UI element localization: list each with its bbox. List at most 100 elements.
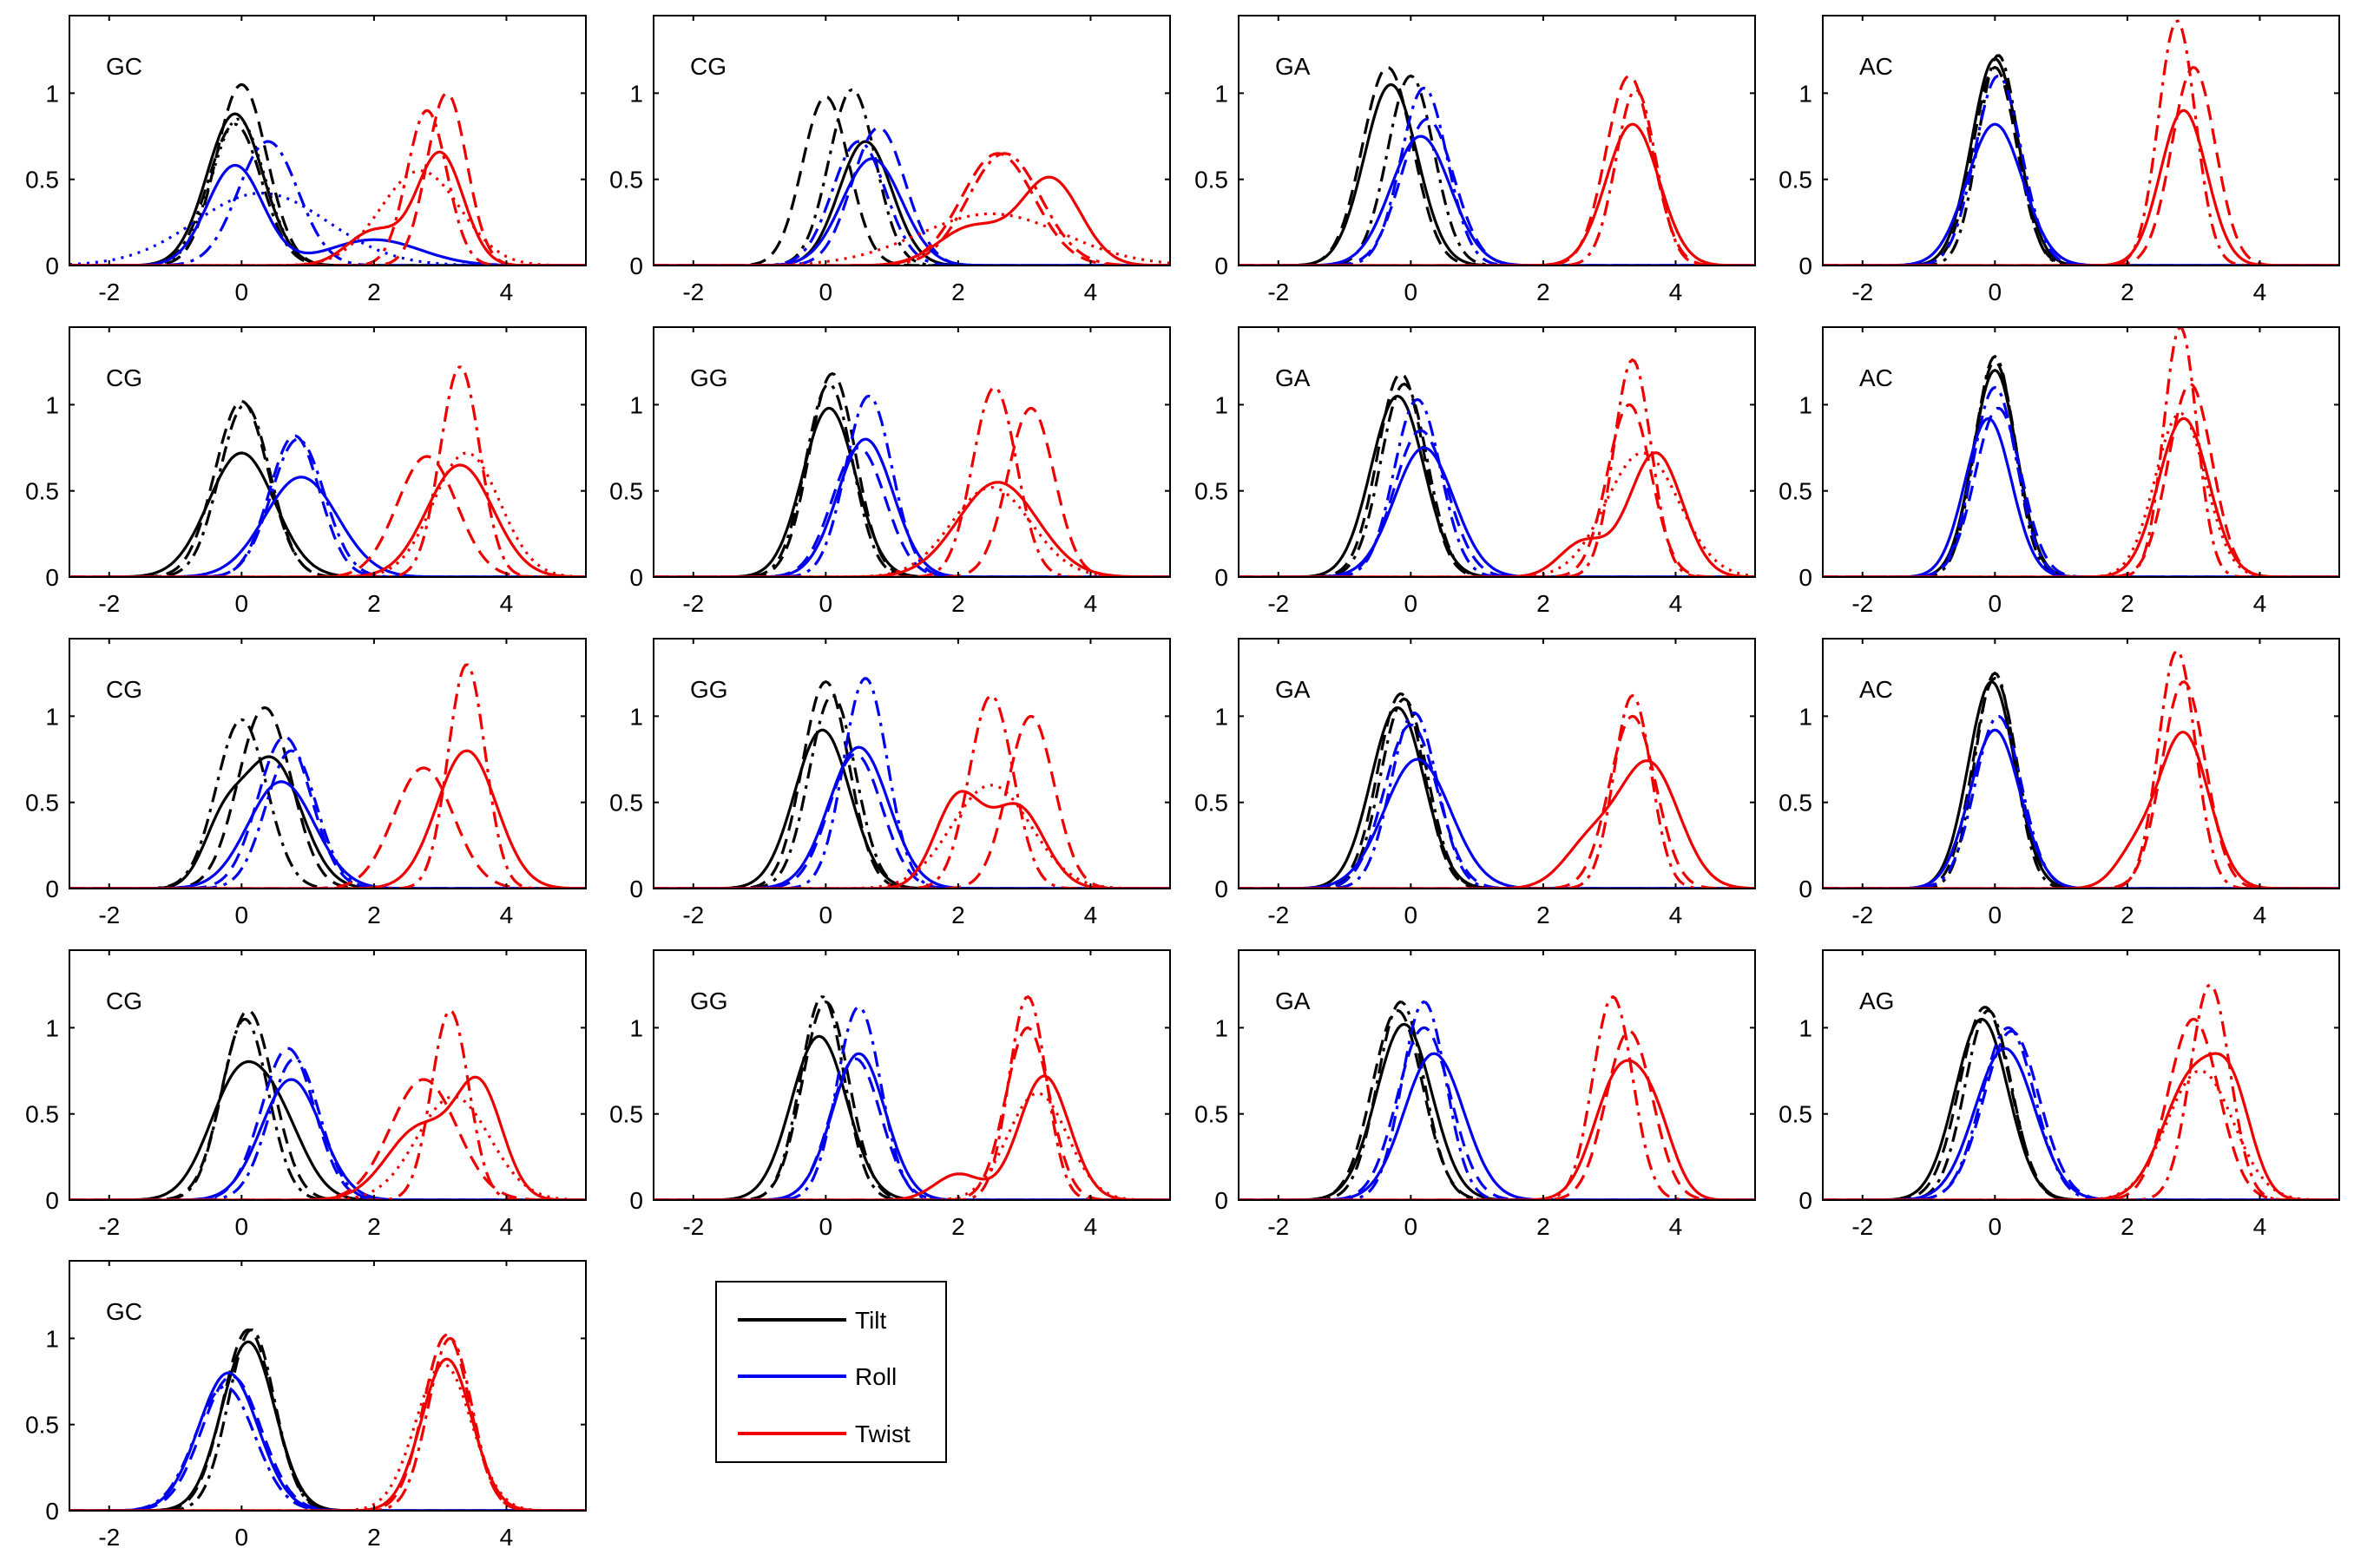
x-tick-label: -2 bbox=[98, 1213, 120, 1240]
x-tick-label: 2 bbox=[367, 279, 381, 305]
curve-roll-dashdot bbox=[654, 1006, 1170, 1200]
y-tick-label: 1 bbox=[45, 80, 59, 107]
y-tick-label: 1 bbox=[629, 703, 643, 730]
curve-tilt-dashed bbox=[1239, 65, 1755, 266]
x-tick-label: 0 bbox=[819, 279, 833, 305]
subplot-title: AC bbox=[1859, 364, 1893, 391]
curve-roll-dashdot bbox=[654, 677, 1170, 889]
subplot-11: -2 0 2 4 0 0.5 1 GA bbox=[1194, 638, 1756, 928]
y-tick-label: 0.5 bbox=[1194, 478, 1228, 505]
curve-twist-dashed bbox=[69, 1078, 586, 1200]
curve-twist-dashed bbox=[1239, 714, 1755, 889]
y-tick-label: 0 bbox=[1214, 1187, 1228, 1214]
x-tick-label: 0 bbox=[1404, 590, 1418, 617]
x-tick-label: 0 bbox=[1989, 590, 2002, 617]
x-tick-label: 2 bbox=[1536, 1213, 1550, 1240]
y-tick-label: 0.5 bbox=[609, 790, 643, 817]
curve-twist-dashdot bbox=[1239, 88, 1755, 266]
x-tick-label: 4 bbox=[1084, 590, 1098, 617]
axes-frame bbox=[1238, 638, 1756, 889]
curve-twist-solid bbox=[654, 790, 1170, 889]
curve-twist-solid bbox=[654, 175, 1170, 266]
x-tick-label: -2 bbox=[1267, 279, 1289, 305]
curve-twist-dashdot bbox=[654, 152, 1170, 266]
y-tick-label: 0.5 bbox=[609, 167, 643, 194]
y-tick-label: 0.5 bbox=[1194, 1101, 1228, 1128]
curve-roll-dashdot bbox=[654, 140, 1170, 266]
x-tick-label: 0 bbox=[819, 1213, 833, 1240]
axes-frame bbox=[69, 1260, 587, 1512]
y-tick-label: 0 bbox=[1214, 564, 1228, 591]
curve-twist-dashed bbox=[1823, 680, 2339, 889]
legend-label-roll: Roll bbox=[855, 1363, 897, 1390]
axes-frame bbox=[653, 326, 1171, 578]
axes-frame bbox=[1238, 15, 1756, 266]
y-tick-label: 0 bbox=[1214, 253, 1228, 279]
y-tick-label: 0.5 bbox=[1194, 790, 1228, 817]
x-tick-label: 4 bbox=[500, 1524, 514, 1551]
subplot-title: GC bbox=[106, 1298, 142, 1325]
curve-tilt-solid bbox=[654, 140, 1170, 266]
curve-twist-solid bbox=[654, 1074, 1170, 1200]
subplot-title: GA bbox=[1275, 364, 1311, 391]
subplot-title: GG bbox=[690, 676, 728, 703]
x-tick-label: 2 bbox=[367, 1213, 381, 1240]
x-tick-label: 2 bbox=[1536, 902, 1550, 928]
subplot-7: -2 0 2 4 0 0.5 1 GA bbox=[1194, 326, 1756, 617]
x-tick-label: -2 bbox=[98, 590, 120, 617]
axes-frame bbox=[1822, 326, 2340, 578]
subplot-title: CG bbox=[690, 53, 727, 80]
curve-twist-solid bbox=[69, 1357, 586, 1511]
y-tick-label: 1 bbox=[45, 1325, 59, 1352]
curve-twist-dashed bbox=[69, 91, 586, 266]
x-tick-label: 0 bbox=[1989, 902, 2002, 928]
axes-frame bbox=[653, 15, 1171, 266]
y-tick-label: 0 bbox=[45, 1498, 59, 1525]
y-tick-label: 0.5 bbox=[1779, 1101, 1812, 1128]
subplot-17: -2 0 2 4 0 0.5 1 GC bbox=[25, 1260, 587, 1551]
x-tick-label: 2 bbox=[951, 279, 965, 305]
x-tick-label: -2 bbox=[98, 1524, 120, 1551]
subplot-title: CG bbox=[106, 364, 142, 391]
legend-item-tilt: Tilt bbox=[738, 1307, 887, 1334]
axes-frame bbox=[69, 638, 587, 889]
axes-frame bbox=[69, 326, 587, 578]
legend-item-roll: Roll bbox=[738, 1363, 897, 1390]
y-tick-label: 0.5 bbox=[25, 790, 59, 817]
subplot-15: -2 0 2 4 0 0.5 1 GA bbox=[1194, 949, 1756, 1240]
axes-frame bbox=[1238, 949, 1756, 1201]
y-tick-label: 0.5 bbox=[25, 1101, 59, 1128]
subplot-title: GG bbox=[690, 364, 728, 391]
y-tick-label: 0 bbox=[1798, 876, 1812, 902]
subplot-12: -2 0 2 4 0 0.5 1 AC bbox=[1779, 638, 2340, 928]
y-tick-label: 0 bbox=[1798, 253, 1812, 279]
legend-label-tilt: Tilt bbox=[855, 1307, 887, 1334]
curve-twist-solid bbox=[1239, 451, 1755, 577]
subplot-10: -2 0 2 4 0 0.5 1 GG bbox=[609, 638, 1171, 928]
axes-frame bbox=[1822, 949, 2340, 1201]
x-tick-label: 0 bbox=[1989, 279, 2002, 305]
curve-tilt-solid bbox=[69, 1060, 586, 1200]
y-tick-label: 1 bbox=[629, 80, 643, 107]
x-tick-label: 2 bbox=[2121, 279, 2134, 305]
subplot-2: -2 0 2 4 0 0.5 1 CG bbox=[609, 15, 1171, 305]
x-tick-label: 2 bbox=[951, 1213, 965, 1240]
x-tick-label: 0 bbox=[235, 1524, 249, 1551]
x-tick-label: 4 bbox=[1084, 279, 1098, 305]
subplot-16: -2 0 2 4 0 0.5 1 AG bbox=[1779, 949, 2340, 1240]
x-tick-label: 0 bbox=[235, 590, 249, 617]
subplot-title: AC bbox=[1859, 676, 1893, 703]
curve-roll-dashdot bbox=[654, 394, 1170, 577]
subplot-title: GC bbox=[106, 53, 142, 80]
y-tick-label: 1 bbox=[1798, 391, 1812, 418]
curve-twist-dotted bbox=[654, 1092, 1170, 1200]
subplot-13: -2 0 2 4 0 0.5 1 CG bbox=[25, 949, 587, 1240]
y-tick-label: 0 bbox=[1798, 564, 1812, 591]
subplot-4: -2 0 2 4 0 0.5 1 AC bbox=[1779, 15, 2340, 305]
x-tick-label: 4 bbox=[2253, 1213, 2267, 1240]
y-tick-label: 1 bbox=[629, 1014, 643, 1041]
subplot-3: -2 0 2 4 0 0.5 1 GA bbox=[1194, 15, 1756, 305]
y-tick-label: 0.5 bbox=[25, 1412, 59, 1439]
x-tick-label: 4 bbox=[1084, 1213, 1098, 1240]
